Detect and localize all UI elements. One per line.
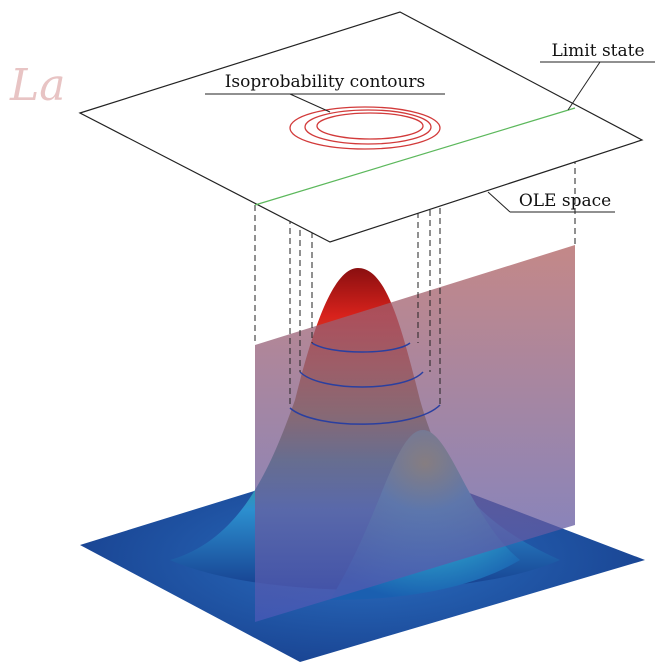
contours-label: Isoprobability contours xyxy=(225,72,426,92)
watermark: La xyxy=(9,60,65,111)
diagram: La Isoprobability contours Limit state O… xyxy=(0,0,655,668)
page: {"watermark": "La", "labels": {"contours… xyxy=(0,0,655,668)
limit-state-label: Limit state xyxy=(551,41,644,61)
ole-space-label: OLE space xyxy=(519,191,611,211)
